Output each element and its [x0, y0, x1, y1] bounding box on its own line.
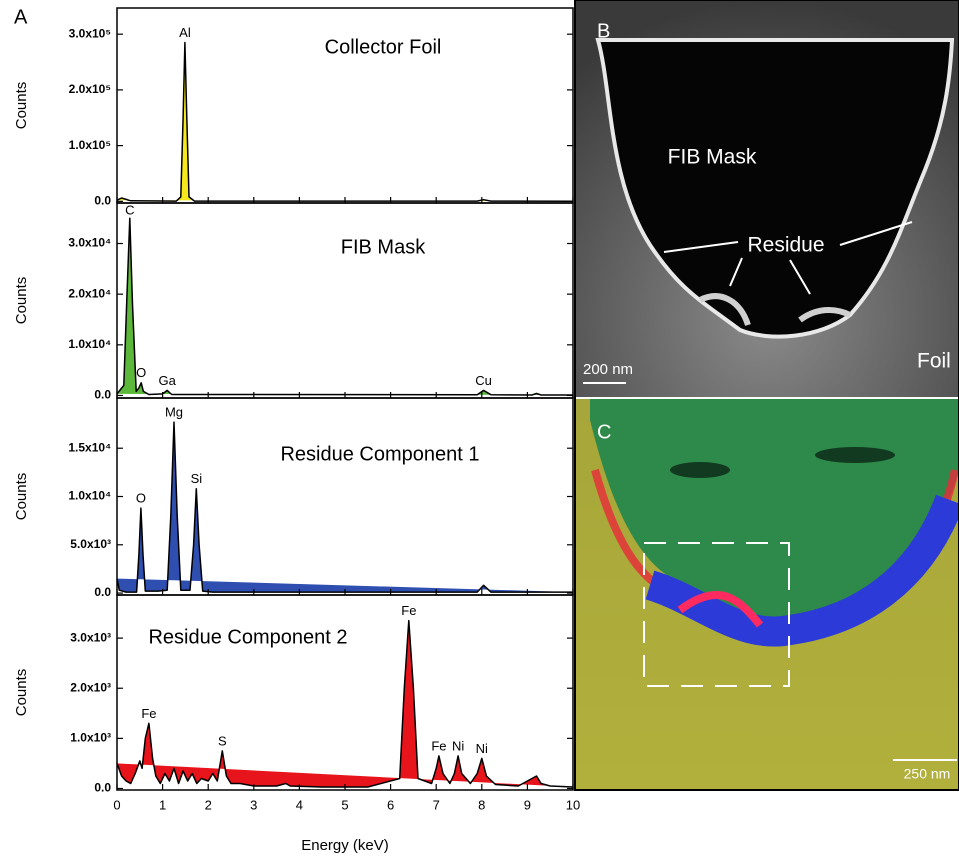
x-tick-label: 4 [296, 797, 303, 812]
x-tick-label: 3 [250, 797, 257, 812]
x-tick-label: 9 [524, 797, 531, 812]
x-tick-label: 6 [387, 797, 394, 812]
pointer [789, 259, 811, 295]
y-tick-label: 1.5x10⁴ [68, 440, 111, 454]
peak-label: S [218, 733, 227, 748]
y-tick-label: 0.0 [94, 194, 111, 208]
peak-label: Fe [401, 603, 416, 618]
pointer [839, 221, 913, 246]
panel-label: B [597, 20, 610, 42]
panel-label: C [597, 421, 611, 443]
image-label: FIB Mask [668, 146, 757, 169]
peak-label: Ni [476, 741, 488, 756]
x-tick-label: 0 [113, 797, 120, 812]
y-axis-label: Counts [13, 82, 30, 130]
y-tick-label: 3.0x10⁴ [68, 236, 111, 250]
panel-title: Residue Component 2 [148, 626, 347, 648]
spectrum [116, 41, 574, 202]
red-spot [677, 590, 764, 628]
y-tick-label: 3.0x10⁵ [69, 26, 111, 40]
y-tick-label: 1.0x10⁵ [69, 138, 111, 152]
x-tick-label: 2 [205, 797, 212, 812]
pointer-lines [583, 221, 913, 384]
peak-label: Cu [475, 373, 492, 388]
plot-frame [116, 397, 574, 596]
peak-label: O [136, 491, 146, 506]
image-label: Residue [747, 234, 824, 257]
y-tick-label: 5.0x10³ [70, 537, 111, 551]
spectrum [116, 619, 574, 788]
y-tick-label: 2.0x10³ [70, 680, 111, 694]
x-tick-label: 7 [433, 797, 440, 812]
image-label: Foil [917, 350, 951, 373]
image-frame [574, 0, 959, 791]
peak-label: Al [179, 25, 191, 40]
pointer [729, 257, 743, 287]
zoom-box [643, 542, 790, 687]
peak-label: C [125, 202, 134, 217]
panel-title: Residue Component 1 [280, 443, 479, 465]
peak-label: Ga [158, 373, 176, 388]
peak-label: O [136, 365, 146, 380]
x-tick-label: 8 [478, 797, 485, 812]
y-tick-label: 2.0x10⁵ [69, 82, 111, 96]
spectrum [116, 421, 573, 593]
y-axis-label: Counts [13, 473, 30, 521]
y-tick-label: 1.0x10⁴ [68, 337, 111, 351]
y-tick-label: 1.0x10³ [70, 731, 111, 745]
x-tick-label: 1 [159, 797, 166, 812]
y-tick-label: 0.0 [94, 388, 111, 402]
y-tick-label: 2.0x10⁴ [68, 286, 111, 300]
x-tick-label: 5 [341, 797, 348, 812]
image-c: C 250 nm [575, 399, 959, 790]
peak-label: Mg [165, 405, 183, 420]
peak-label: Si [191, 471, 203, 486]
y-tick-label: 0.0 [94, 781, 111, 795]
x-axis-label: Energy (keV) [301, 837, 389, 854]
y-tick-label: 1.0x10⁴ [68, 489, 111, 503]
y-tick-label: 0.0 [94, 585, 111, 599]
panel-title: FIB Mask [341, 236, 426, 258]
peak-label: Fe [141, 706, 156, 721]
x-tick-label: 10 [566, 797, 580, 812]
panel-title: Collector Foil [325, 36, 442, 58]
pointer [663, 241, 739, 253]
panel-label: A [14, 6, 28, 28]
peak-label: Fe [431, 738, 446, 753]
y-axis-label: Counts [13, 277, 30, 325]
y-tick-label: 3.0x10³ [70, 630, 111, 644]
plot-frame [116, 202, 574, 399]
fib-mask-region [595, 38, 955, 339]
residue-edge [698, 293, 852, 327]
scale-label: 250 nm [904, 766, 951, 782]
dark-spot [670, 462, 730, 478]
plot-frame [116, 594, 574, 791]
image-b: B FIB Mask Residue 200 nm Foil [575, 0, 959, 397]
y-axis-label: Counts [13, 669, 30, 717]
residue-band [645, 494, 959, 647]
peak-label: Ni [452, 738, 464, 753]
dark-spot [815, 447, 895, 463]
scale-label: 200 nm [583, 361, 633, 378]
